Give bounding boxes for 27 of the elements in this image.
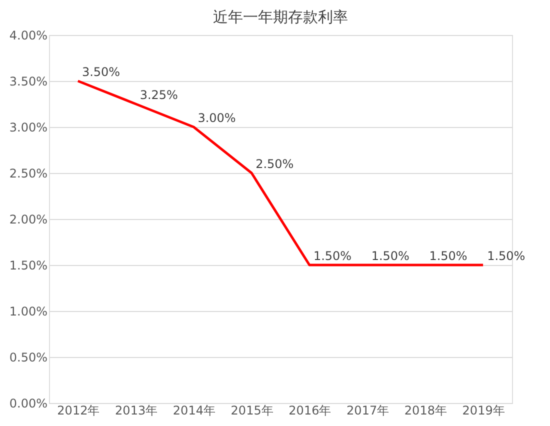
y-tick-label: 3.00%	[9, 120, 48, 134]
x-tick-label: 2019年	[462, 404, 505, 418]
data-label: 1.50%	[313, 249, 352, 263]
x-tick-label: 2015年	[230, 404, 274, 418]
y-tick-label: 2.50%	[9, 166, 48, 180]
y-tick-label: 1.00%	[9, 304, 48, 318]
x-tick-label: 2014年	[172, 404, 216, 418]
line-series	[76, 80, 484, 266]
x-tick-label: 2012年	[57, 404, 100, 418]
x-tick-label: 2016年	[288, 404, 332, 418]
y-tick-label: 3.50%	[9, 74, 48, 88]
x-tick-label: 2018年	[404, 404, 447, 418]
y-tick-label: 1.50%	[9, 258, 48, 272]
data-label: 2.50%	[256, 157, 294, 171]
x-tick-label: 2013年	[115, 404, 158, 418]
chart-title: 近年一年期存款利率	[213, 8, 348, 26]
data-label: 3.50%	[82, 65, 120, 79]
y-tick-label: 2.00%	[9, 212, 48, 226]
y-tick-label: 4.00%	[9, 28, 48, 42]
data-label: 1.50%	[429, 249, 468, 263]
data-label: 1.50%	[371, 249, 410, 263]
data-label: 3.00%	[198, 111, 236, 125]
x-tick-label: 2017年	[346, 404, 390, 418]
data-label: 1.50%	[487, 249, 526, 263]
y-tick-label: 0.50%	[9, 350, 48, 364]
data-label: 3.25%	[140, 88, 178, 102]
y-tick-label: 0.00%	[9, 396, 48, 410]
